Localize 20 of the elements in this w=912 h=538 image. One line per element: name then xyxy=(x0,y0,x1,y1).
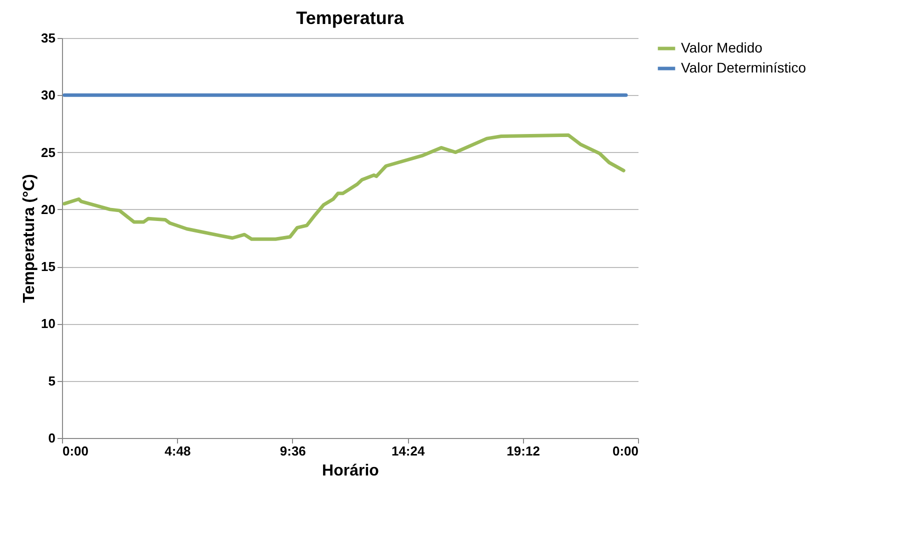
legend-label: Valor Medido xyxy=(681,40,763,56)
y-tick-label: 15 xyxy=(41,259,56,274)
y-tick-label: 10 xyxy=(41,316,56,332)
y-tick-label: 0 xyxy=(48,430,56,446)
y-tick-label: 30 xyxy=(41,88,56,103)
legend-label: Valor Determinístico xyxy=(681,60,806,76)
x-tick-label: 0:00 xyxy=(62,444,89,458)
y-tick-label: 25 xyxy=(41,144,56,160)
y-axis-title: Temperatura (°C) xyxy=(21,174,38,303)
x-tick-label: 0:00 xyxy=(612,444,638,458)
chart-title: Temperatura xyxy=(296,8,405,28)
x-tick-label: 19:12 xyxy=(506,444,540,458)
x-axis-title: Horário xyxy=(322,462,380,480)
y-tick-label: 20 xyxy=(41,202,56,217)
x-tick-label: 4:48 xyxy=(164,444,191,458)
line-series xyxy=(62,133,626,241)
y-tick-label: 35 xyxy=(41,30,56,46)
x-tick-label: 14:24 xyxy=(391,444,426,458)
y-tick-label: 5 xyxy=(48,373,56,388)
x-tick-label: 9:36 xyxy=(280,444,306,458)
